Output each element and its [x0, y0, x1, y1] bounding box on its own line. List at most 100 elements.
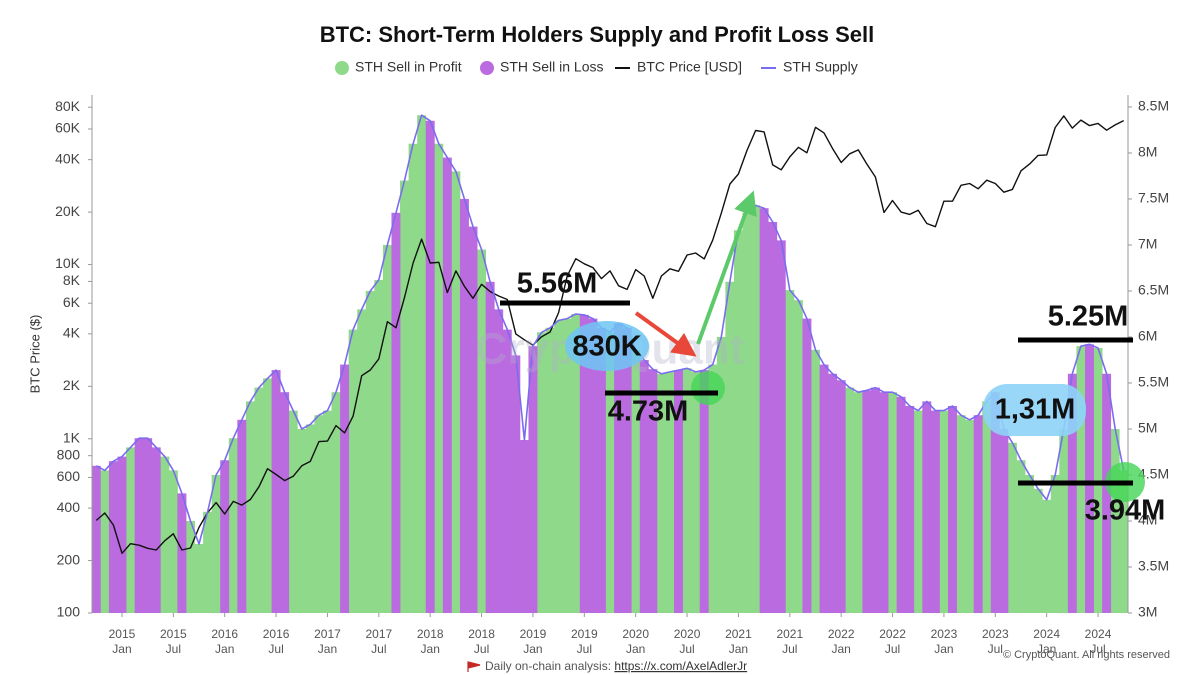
bar	[870, 387, 880, 613]
x-tick-label-line: Jul	[782, 642, 797, 656]
x-tick-label-line: 2022	[828, 627, 855, 641]
y2-tick-label: 5M	[1138, 420, 1157, 436]
y-tick-label: 2K	[63, 377, 81, 393]
bar	[956, 415, 966, 613]
legend-label: STH Supply	[783, 59, 858, 75]
x-tick-label: 2021 Jan	[725, 627, 752, 656]
bar	[836, 380, 846, 613]
bar	[91, 465, 101, 613]
bar	[571, 313, 581, 613]
bar	[126, 447, 136, 613]
bar	[511, 355, 521, 613]
line	[95, 115, 1125, 554]
bar	[990, 392, 1000, 613]
bar	[494, 309, 504, 613]
bar	[185, 520, 195, 613]
bar	[785, 290, 795, 613]
y-tick-label: 4K	[63, 325, 81, 341]
bar	[408, 143, 418, 613]
bar	[554, 320, 564, 613]
bar	[237, 419, 247, 613]
footer-link[interactable]: https://x.com/AxelAdlerJr	[614, 659, 747, 673]
x-tick-label-line: Jul	[679, 642, 694, 656]
bar	[168, 470, 178, 613]
x-tick-label-line: 2016	[263, 627, 290, 641]
bar	[922, 401, 932, 613]
bar	[751, 205, 761, 614]
bar	[254, 387, 264, 613]
bar	[759, 208, 769, 613]
legend: STH Sell in Profit STH Sell in Loss BTC Pr…	[335, 59, 858, 75]
bar	[879, 392, 889, 613]
y-tick-label: 20K	[55, 203, 81, 219]
highlight-box	[983, 384, 1086, 436]
bar	[648, 369, 658, 613]
bar	[340, 364, 350, 613]
x-tick-label-line: Jan	[1037, 642, 1056, 656]
bar	[579, 314, 589, 613]
bar	[297, 428, 307, 613]
bar	[108, 461, 118, 613]
bar	[699, 370, 709, 613]
x-tick-label: 2015 Jan	[109, 627, 136, 656]
y2-tick-label: 6M	[1138, 328, 1157, 344]
bar	[768, 221, 778, 614]
bar	[134, 438, 144, 613]
bar	[245, 401, 255, 613]
x-tick-label: 2017 Jan	[314, 627, 341, 656]
x-tick-label: 2017 Jul	[365, 627, 392, 656]
y-tick-label: 1K	[63, 429, 81, 445]
x-tick-label-line: 2018	[468, 627, 495, 641]
x-tick-label-line: Jan	[934, 642, 953, 656]
annotation-label: 4.73M	[608, 396, 689, 428]
bar	[605, 332, 615, 613]
bar	[588, 318, 598, 613]
bar	[639, 359, 649, 613]
x-tick-label-line: Jul	[166, 642, 181, 656]
legend-marker	[335, 61, 349, 75]
bar	[888, 392, 898, 613]
legend-label: STH Sell in Loss	[500, 59, 603, 75]
bar	[160, 456, 170, 613]
y2-tick-label: 5.5M	[1138, 374, 1169, 390]
bar	[614, 323, 624, 613]
x-tick-label: 2019 Jan	[520, 627, 547, 656]
bar	[425, 120, 435, 613]
bar	[314, 415, 324, 613]
highlight-circle	[691, 371, 725, 405]
bar	[1102, 373, 1112, 613]
x-tick-label: 2022 Jul	[879, 627, 906, 656]
annotation-label: 830K	[572, 331, 641, 363]
bar	[862, 390, 872, 613]
x-tick-label: 2016 Jul	[263, 627, 290, 656]
x-tick-label-line: 2024	[1085, 627, 1112, 641]
bar	[930, 410, 940, 613]
bar	[545, 327, 555, 613]
bar	[365, 290, 375, 613]
bar	[691, 371, 701, 613]
x-tick-label-line: 2020	[674, 627, 701, 641]
x-tick-label-line: Jul	[885, 642, 900, 656]
bar	[733, 230, 743, 614]
bar	[1067, 373, 1077, 613]
bars-layer	[91, 115, 1129, 614]
bar	[271, 370, 281, 613]
bar	[477, 249, 487, 613]
bar	[417, 115, 427, 613]
x-tick-label-line: 2021	[776, 627, 803, 641]
annotations: 5.56M 830K 4.73M 5.25M 1,31M 3.94M	[500, 190, 1166, 527]
x-tick-label-line: Jan	[523, 642, 542, 656]
x-tick-label-line: 2021	[725, 627, 752, 641]
bar	[1059, 428, 1069, 613]
arrow-down	[634, 311, 697, 357]
bar	[434, 143, 444, 613]
bar	[905, 405, 915, 613]
annotation-label: 3.94M	[1085, 495, 1166, 527]
bar	[1110, 428, 1120, 613]
x-tick-label: 2019 Jul	[571, 627, 598, 656]
bar	[280, 392, 290, 613]
x-tick-label-line: 2018	[417, 627, 444, 641]
x-tick-label: 2020 Jan	[622, 627, 649, 656]
x-tick-label-line: 2017	[314, 627, 341, 641]
